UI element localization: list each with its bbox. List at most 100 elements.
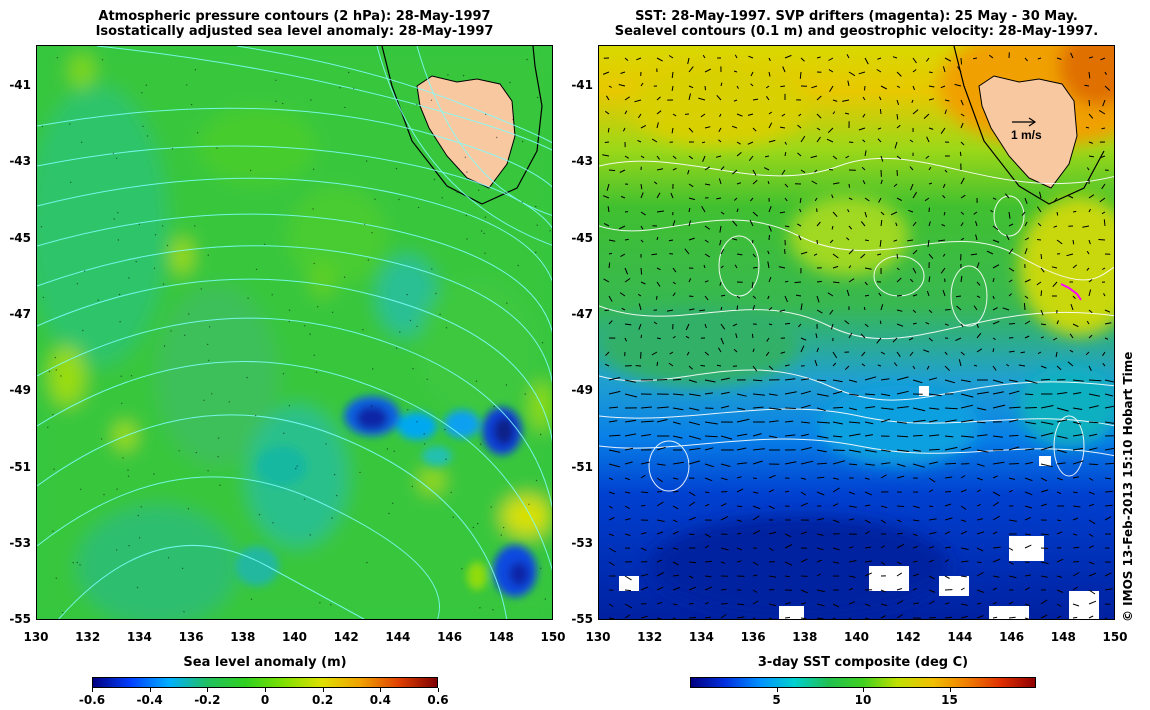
data-point-dot <box>190 103 193 106</box>
velocity-arrow <box>688 602 694 605</box>
colorbar-tick-label: -0.4 <box>136 693 163 707</box>
velocity-arrow <box>720 265 724 269</box>
velocity-arrow <box>768 139 776 143</box>
velocity-arrow <box>800 135 806 143</box>
velocity-arrow <box>928 518 937 521</box>
velocity-arrow <box>960 351 965 356</box>
velocity-arrow <box>896 295 902 297</box>
velocity-arrow <box>829 85 834 92</box>
velocity-arrow <box>656 559 662 563</box>
velocity-arrow <box>864 393 876 396</box>
velocity-arrow <box>864 463 875 466</box>
velocity-arrow <box>944 462 957 465</box>
velocity-arrow <box>800 390 812 395</box>
velocity-arrow <box>672 574 680 577</box>
velocity-arrow <box>1104 490 1113 493</box>
velocity-arrow <box>704 560 713 563</box>
velocity-arrow <box>798 323 802 328</box>
velocity-arrow <box>1088 155 1094 158</box>
velocity-arrow <box>1040 365 1047 369</box>
velocity-arrow <box>607 127 610 133</box>
velocity-arrow <box>960 547 969 550</box>
velocity-arrow <box>640 406 652 409</box>
velocity-arrow <box>959 151 962 157</box>
velocity-arrow <box>1104 588 1113 591</box>
velocity-arrow <box>656 96 661 101</box>
velocity-arrow <box>1024 237 1030 241</box>
velocity-arrow <box>1069 349 1074 353</box>
velocity-arrow <box>798 235 802 241</box>
velocity-arrow <box>720 502 727 507</box>
velocity-arrow <box>1020 351 1026 354</box>
data-point-dot <box>493 405 495 408</box>
data-point-dot <box>130 375 133 377</box>
velocity-arrow <box>656 547 664 550</box>
velocity-arrow <box>605 351 610 356</box>
data-point-dot <box>54 356 56 359</box>
velocity-arrow <box>732 323 738 327</box>
velocity-arrow <box>960 323 964 328</box>
velocity-arrow <box>1104 477 1112 480</box>
velocity-arrow <box>1102 351 1106 357</box>
velocity-arrow <box>767 295 770 300</box>
velocity-arrow <box>992 391 1004 395</box>
velocity-arrow <box>752 448 765 451</box>
velocity-arrow <box>1069 333 1074 339</box>
velocity-arrow <box>928 377 938 381</box>
velocity-arrow <box>1053 225 1058 228</box>
velocity-arrow <box>1040 421 1054 425</box>
velocity-arrow <box>1104 309 1111 313</box>
velocity-arrow <box>827 292 834 297</box>
velocity-arrow <box>736 519 742 522</box>
velocity-arrow <box>1008 477 1016 480</box>
velocity-arrow <box>832 390 843 395</box>
velocity-arrow <box>862 113 866 118</box>
velocity-arrow <box>733 70 738 73</box>
data-point-dot <box>480 230 483 232</box>
velocity-arrow <box>976 547 984 552</box>
velocity-arrow <box>672 505 679 510</box>
velocity-arrow <box>816 295 820 303</box>
data-point-dot <box>112 152 115 155</box>
latitude-tick-label: -55 <box>571 612 593 627</box>
velocity-arrow <box>1088 491 1095 495</box>
data-point-dot <box>544 598 546 600</box>
velocity-arrow <box>992 515 1000 521</box>
data-point-dot <box>366 561 368 564</box>
velocity-arrow <box>784 561 793 566</box>
velocity-arrow <box>816 589 825 593</box>
velocity-arrow <box>752 505 761 510</box>
velocity-arrow <box>1024 448 1035 451</box>
velocity-arrow <box>1088 405 1099 409</box>
drifter-track <box>1060 283 1082 301</box>
velocity-arrow <box>976 504 981 507</box>
velocity-arrow <box>688 617 697 619</box>
velocity-arrow <box>928 546 935 549</box>
data-point-dot <box>72 562 74 564</box>
velocity-arrow <box>624 323 632 326</box>
velocity-arrow <box>608 252 613 255</box>
data-point-dot <box>411 485 413 488</box>
data-point-dot <box>216 147 218 149</box>
velocity-arrow <box>752 266 758 269</box>
velocity-arrow <box>796 223 802 227</box>
velocity-arrow <box>896 519 902 523</box>
velocity-arrow <box>718 139 722 143</box>
data-point-dot <box>183 611 185 613</box>
velocity-arrow <box>960 194 966 199</box>
data-point-dot <box>392 502 394 504</box>
velocity-arrow <box>862 96 866 101</box>
velocity-arrow <box>1024 57 1028 62</box>
velocity-arrow <box>720 306 723 311</box>
velocity-arrow <box>1072 392 1082 395</box>
velocity-arrow <box>702 54 706 59</box>
velocity-arrow <box>784 295 788 303</box>
velocity-arrow <box>668 239 674 242</box>
velocity-arrow <box>814 197 818 202</box>
velocity-arrow <box>880 603 888 607</box>
data-point-dot <box>247 297 249 299</box>
velocity-arrow <box>928 477 936 483</box>
velocity-arrow <box>688 197 696 201</box>
data-point-dot <box>317 306 319 308</box>
velocity-arrow <box>864 197 870 202</box>
